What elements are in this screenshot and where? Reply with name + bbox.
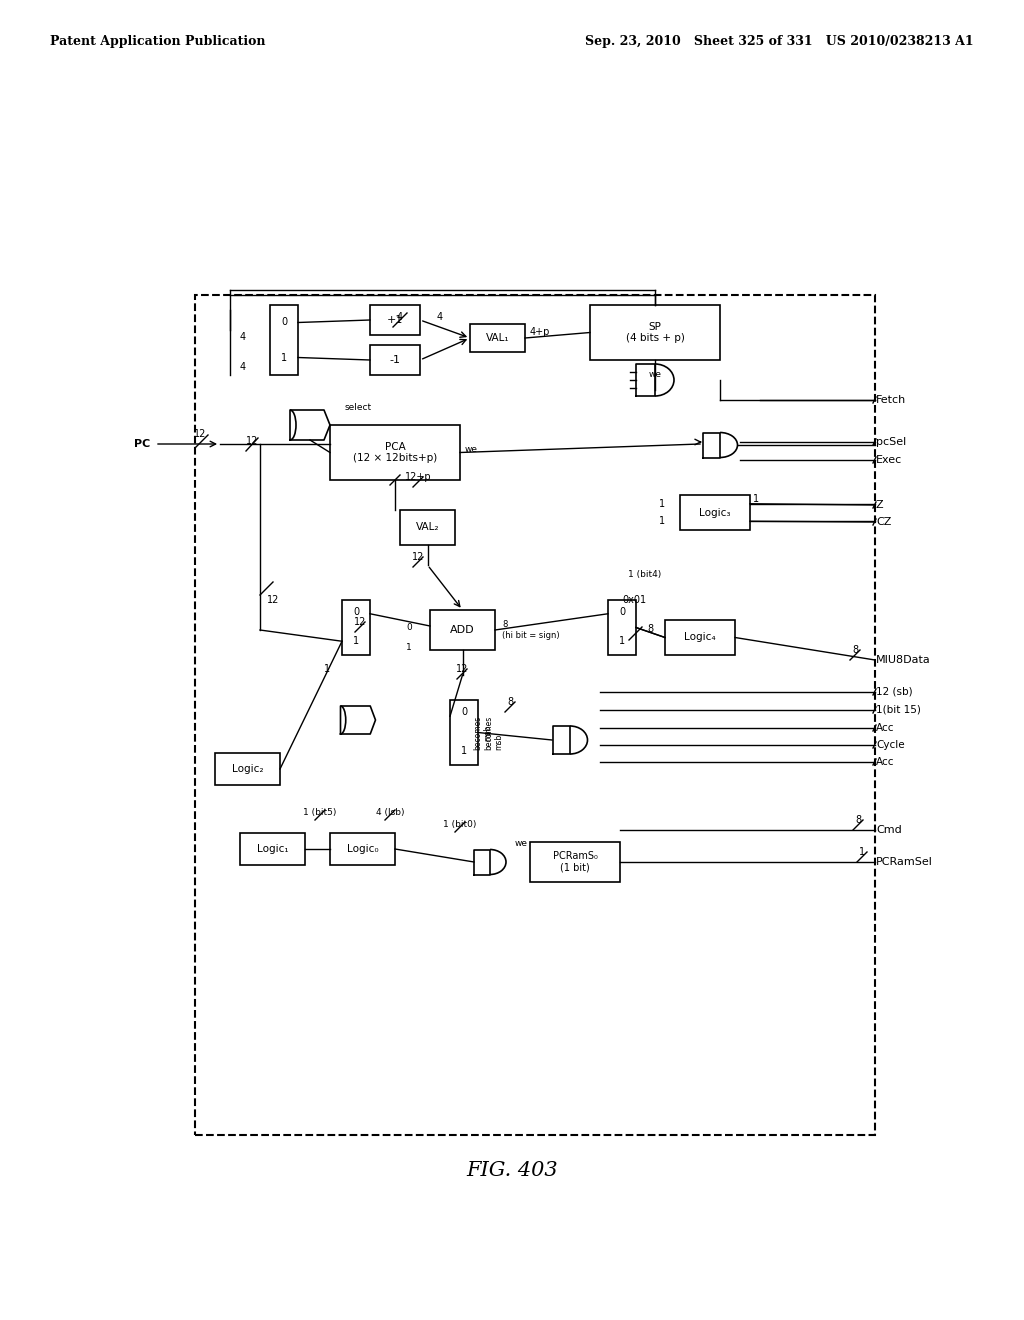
Bar xyxy=(608,601,636,655)
Bar xyxy=(450,700,478,766)
Text: CZ: CZ xyxy=(876,517,891,527)
Text: 1: 1 xyxy=(753,494,759,504)
Text: 1 (bit5): 1 (bit5) xyxy=(303,808,337,817)
Text: 12: 12 xyxy=(354,616,367,627)
Bar xyxy=(330,425,460,480)
Text: 12 (sb): 12 (sb) xyxy=(876,686,912,697)
Text: 4: 4 xyxy=(437,312,443,322)
Text: 1: 1 xyxy=(461,746,467,756)
Text: FIG. 403: FIG. 403 xyxy=(466,1160,558,1180)
Text: 1 (bit4): 1 (bit4) xyxy=(628,570,662,579)
Bar xyxy=(430,610,495,649)
Text: Acc: Acc xyxy=(876,756,895,767)
Bar xyxy=(590,305,720,360)
Text: 0x01: 0x01 xyxy=(622,595,646,605)
Text: 1: 1 xyxy=(324,664,330,675)
Text: Exec: Exec xyxy=(876,455,902,465)
Text: 12: 12 xyxy=(246,436,258,446)
Text: we: we xyxy=(648,370,662,379)
Bar xyxy=(400,510,455,545)
Text: Fetch: Fetch xyxy=(876,395,906,405)
Text: 12: 12 xyxy=(267,595,280,605)
Text: 4: 4 xyxy=(240,362,246,372)
Text: VAL₂: VAL₂ xyxy=(416,523,439,532)
Text: +1: +1 xyxy=(387,315,403,325)
Bar xyxy=(215,752,280,785)
Text: Logic₂: Logic₂ xyxy=(231,764,263,774)
Bar xyxy=(470,323,525,352)
Text: 0: 0 xyxy=(407,623,412,631)
Text: 12: 12 xyxy=(194,429,206,440)
Text: 4+p: 4+p xyxy=(530,327,550,337)
Text: becomes
msb: becomes msb xyxy=(484,715,504,750)
Text: PCRamSel: PCRamSel xyxy=(876,857,933,867)
Text: Logic₀: Logic₀ xyxy=(347,843,378,854)
Text: 1: 1 xyxy=(281,352,287,363)
Text: 1: 1 xyxy=(658,516,665,527)
Text: PCA
(12 × 12bits+p): PCA (12 × 12bits+p) xyxy=(353,442,437,463)
Text: 12+p: 12+p xyxy=(404,473,431,482)
Text: 8: 8 xyxy=(852,645,858,655)
Text: 0: 0 xyxy=(281,317,287,327)
Text: Cycle: Cycle xyxy=(876,741,904,750)
Text: Acc: Acc xyxy=(876,723,895,733)
Text: becomes
msb: becomes msb xyxy=(473,715,493,750)
Bar xyxy=(330,833,395,865)
Bar xyxy=(370,305,420,335)
Text: 1: 1 xyxy=(859,847,865,857)
Text: 0: 0 xyxy=(618,607,625,616)
Bar xyxy=(530,842,620,882)
Bar xyxy=(240,833,305,865)
Bar xyxy=(195,294,874,1135)
Bar xyxy=(665,620,735,655)
Text: we: we xyxy=(465,446,478,454)
Text: 4: 4 xyxy=(240,333,246,342)
Text: Logic₁: Logic₁ xyxy=(257,843,289,854)
Text: 12: 12 xyxy=(412,552,424,562)
Text: Logic₃: Logic₃ xyxy=(699,507,731,517)
Text: PC: PC xyxy=(134,440,150,449)
Text: 1: 1 xyxy=(353,636,359,645)
Text: 8: 8 xyxy=(647,624,653,634)
Text: Logic₄: Logic₄ xyxy=(684,632,716,643)
Text: 1: 1 xyxy=(618,636,625,645)
Text: Sep. 23, 2010   Sheet 325 of 331   US 2010/0238213 A1: Sep. 23, 2010 Sheet 325 of 331 US 2010/0… xyxy=(586,36,974,48)
Text: -1: -1 xyxy=(389,355,400,366)
Text: 1(bit 15): 1(bit 15) xyxy=(876,705,921,715)
Text: we: we xyxy=(515,838,528,847)
Text: 0: 0 xyxy=(353,607,359,616)
Text: 4 (lsb): 4 (lsb) xyxy=(376,808,404,817)
Text: 8
(hi bit = sign): 8 (hi bit = sign) xyxy=(502,620,560,640)
Text: 1 (bit0): 1 (bit0) xyxy=(443,821,477,829)
Text: 12: 12 xyxy=(456,664,468,675)
Text: MIU8Data: MIU8Data xyxy=(876,655,931,665)
Text: 8: 8 xyxy=(507,697,513,708)
Text: select: select xyxy=(345,403,372,412)
Text: 4: 4 xyxy=(397,312,403,322)
Text: SP
(4 bits + p): SP (4 bits + p) xyxy=(626,322,684,343)
Text: 0: 0 xyxy=(461,708,467,717)
Text: Z: Z xyxy=(876,500,884,510)
Text: pcSel: pcSel xyxy=(876,437,906,447)
Bar xyxy=(370,345,420,375)
Bar xyxy=(270,305,298,375)
Text: 8: 8 xyxy=(855,814,861,825)
Text: PCRamS₀
(1 bit): PCRamS₀ (1 bit) xyxy=(553,851,597,873)
Bar xyxy=(342,601,370,655)
Text: VAL₁: VAL₁ xyxy=(485,333,509,343)
Text: 1: 1 xyxy=(407,643,412,652)
Text: ADD: ADD xyxy=(451,624,475,635)
Text: Patent Application Publication: Patent Application Publication xyxy=(50,36,265,48)
Bar xyxy=(680,495,750,531)
Text: 1: 1 xyxy=(658,499,665,508)
Text: Cmd: Cmd xyxy=(876,825,902,836)
